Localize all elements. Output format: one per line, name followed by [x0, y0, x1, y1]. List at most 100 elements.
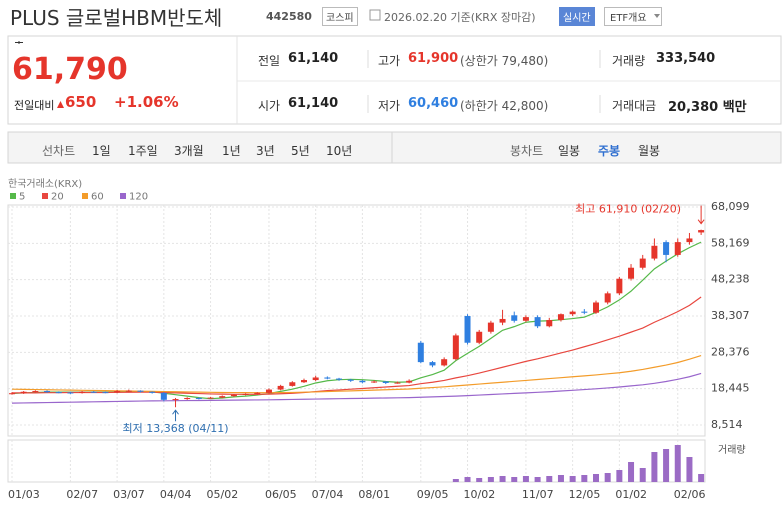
low-annotation: 최저 13,368 (04/11) [123, 422, 229, 435]
candle-body [289, 382, 296, 386]
ma-line [11, 372, 702, 404]
candle-body [90, 391, 97, 393]
volume-bar [698, 474, 705, 482]
x-tick-label: 06/05 [265, 488, 297, 501]
volume-bar [604, 473, 611, 482]
etf-button[interactable]: ETF개요 [604, 7, 662, 26]
y-tick-label: 18,445 [711, 382, 750, 395]
candle-body [628, 267, 635, 279]
volume-frame [7, 439, 706, 483]
tab-item[interactable]: 1년 [222, 144, 241, 158]
volume-bar [546, 476, 553, 482]
tab-item[interactable]: 10년 [326, 144, 353, 158]
candle-body [79, 391, 86, 393]
title: PLUS 글로벌HBM반도체 [10, 6, 223, 30]
ma-line [11, 354, 702, 394]
volume-bar [651, 452, 658, 482]
stat-value: 60,460 [408, 96, 459, 111]
y-tick-label: 8,514 [711, 418, 743, 431]
candle-body [382, 381, 389, 383]
date: 2026.02.20 기준(KRX 장마감) [384, 11, 536, 24]
candle-body [371, 381, 378, 383]
tab-item[interactable]: 1주일 [128, 144, 158, 158]
volume-bar [581, 475, 588, 482]
candle-body [476, 331, 483, 343]
candle-body [452, 335, 459, 360]
candle-body [125, 390, 132, 392]
legend-swatch [82, 193, 88, 199]
candle-body [242, 393, 249, 395]
legend-label: 60 [91, 192, 104, 203]
tab-item[interactable]: 5년 [291, 144, 310, 158]
x-tick-label: 01/03 [8, 488, 40, 501]
volume-bar [616, 470, 623, 482]
calendar-icon [369, 9, 381, 21]
tab-item[interactable]: 일봉 [558, 144, 581, 158]
y-tick-label: 38,307 [711, 309, 750, 322]
candle-body [137, 390, 144, 392]
volume-bar [674, 445, 681, 482]
candle-body [359, 380, 366, 383]
stat-label: 거래량 [612, 54, 646, 68]
volume-bar [487, 477, 494, 482]
candle-body [67, 392, 74, 394]
candle-body [44, 391, 51, 393]
candle-body [312, 377, 319, 381]
y-tick-label: 68,099 [711, 200, 750, 213]
candle-body [102, 392, 109, 394]
candle-body [20, 391, 27, 394]
candle-body [499, 318, 506, 323]
candle-body [184, 397, 191, 400]
candle-body [195, 397, 202, 399]
candle-body [616, 278, 623, 294]
x-tick-label: 04/04 [160, 488, 192, 501]
candle-body [230, 394, 237, 397]
high-annotation: 최고 61,910 (02/20) [575, 203, 681, 216]
candle-body [149, 391, 156, 393]
x-tick-label: 09/05 [417, 488, 449, 501]
tab-item[interactable]: 3개월 [174, 144, 204, 158]
volume-bar [499, 476, 506, 482]
tab-item[interactable]: 주봉 [598, 144, 621, 158]
x-tick-label: 10/02 [464, 488, 496, 501]
stat-label: 고가 [378, 54, 401, 68]
code: 442580 [266, 10, 312, 23]
tab-item[interactable]: 1일 [92, 144, 111, 158]
candle-body [55, 392, 62, 394]
source-label: 한국거래소(KRX) [8, 178, 82, 190]
volume-bar [511, 477, 518, 482]
candle-body [534, 317, 541, 327]
volume-bar [476, 478, 483, 482]
legend-label: 20 [51, 192, 64, 203]
candle-body [511, 315, 518, 321]
volume-bar [452, 479, 459, 482]
stat-label: 시가 [258, 99, 281, 113]
candle-body [301, 380, 307, 383]
x-tick-label: 08/01 [358, 488, 390, 501]
candle-body [464, 316, 471, 343]
realtime-button[interactable]: 실시간 [559, 7, 595, 26]
stat-value: 333,540 [656, 51, 716, 66]
x-tick-label: 02/06 [674, 488, 706, 501]
low-arrow [172, 409, 179, 422]
stat-label: 저가 [378, 99, 401, 113]
icon [15, 41, 23, 44]
candle-body [114, 391, 121, 393]
stat-value: 61,140 [288, 96, 339, 111]
ma-line [12, 296, 702, 395]
tab-item[interactable]: 3년 [256, 144, 275, 158]
legend-swatch [10, 193, 16, 199]
y-tick-label: 28,376 [711, 345, 750, 358]
tab-label: 봉차트 [510, 144, 544, 158]
change-label: 전일대비 [14, 99, 55, 112]
candle-body [639, 258, 646, 268]
candle-body [336, 378, 343, 380]
stat-label: 전일 [258, 54, 281, 68]
tab-item[interactable]: 월봉 [638, 144, 661, 158]
candle-body [581, 311, 588, 313]
price: 61,790 [12, 52, 128, 87]
stat-label: 거래대금 [612, 99, 657, 113]
candle-body [277, 385, 284, 390]
x-tick-label: 05/02 [207, 488, 239, 501]
volume-bar [534, 477, 541, 482]
